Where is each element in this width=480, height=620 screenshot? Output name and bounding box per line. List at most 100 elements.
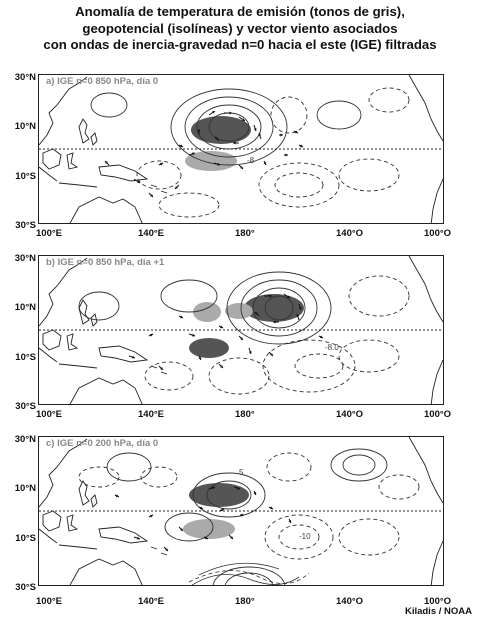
panel-c-lon-140e: 140°E — [138, 596, 164, 607]
panel-b-lon-100e: 100°E — [36, 409, 62, 420]
pb-solid-contour-4 — [160, 279, 218, 313]
pb-light-shade-n — [193, 302, 221, 322]
pc-dashed-contour-6 — [378, 474, 420, 500]
pc-solid-contour-4 — [342, 454, 376, 476]
panel-b-map: -8.0 — [38, 255, 444, 405]
pa-svg: -8 — [39, 75, 443, 223]
pc-dashed-contour-3 — [140, 466, 178, 488]
pc-wave-contour-1 — [188, 570, 310, 584]
pb-dashed-contour-2 — [348, 275, 410, 317]
pb-solid-contour-5 — [78, 291, 120, 321]
panel-c-lon-140w: 140°O — [336, 596, 364, 607]
pa-wind-vectors — [104, 110, 304, 198]
panel-c-lon-100e: 100°E — [36, 596, 62, 607]
pb-dark-shade — [244, 294, 304, 322]
title-line-3: con ondas de inercia-gravedad n=0 hacia … — [43, 37, 437, 52]
pa-coastline — [39, 75, 443, 223]
pb-solid-contour-3 — [226, 271, 332, 345]
pa-solid-contour-2 — [184, 96, 274, 158]
pa-dashed-contour-0 — [270, 96, 308, 134]
pc-wave-contour-0 — [191, 574, 300, 585]
panel-c-lon-180: 180° — [235, 596, 255, 607]
pb-coastline — [39, 256, 443, 404]
panel-c-lat-10n: 10°N — [14, 483, 36, 494]
panel-c-map: -10 5 — [38, 436, 444, 586]
pc-solid-contour-5 — [106, 452, 152, 482]
panel-c-lon-100w: 100°O — [424, 596, 452, 607]
pa-dashed-contour-5 — [158, 192, 220, 218]
panel-b-label: b) IGE n=0 850 hPa, día +1 — [46, 257, 165, 268]
pc-solid-contour-2 — [164, 512, 214, 542]
pc-dashed-contour-1 — [278, 524, 320, 550]
pb-dashed-contour-0 — [262, 339, 356, 393]
panel-a-map: -8 — [38, 74, 444, 224]
pa-dashed-contour-1 — [258, 162, 340, 208]
pc-solid-contour-3 — [330, 448, 388, 482]
pb-dashed-contour-1 — [208, 357, 270, 395]
pb-contour-value: -8.0 — [325, 343, 339, 352]
pc-contour-value: -10 — [299, 532, 311, 541]
pc-solid-contour-7 — [224, 572, 274, 585]
pb-dark-shade-s — [189, 338, 229, 358]
image-credit: Kiladis / NOAA — [404, 606, 472, 617]
panel-b-lat-30s: 30°S — [15, 401, 36, 412]
figure-title: Anomalía de temperatura de emisión (tono… — [0, 4, 480, 54]
panel-a-lon-140w: 140°O — [336, 228, 364, 239]
panel-c-lat-10s: 10°S — [15, 533, 36, 544]
panel-a-lon-140e: 140°E — [138, 228, 164, 239]
pb-solid-contour-2 — [240, 279, 318, 337]
pc-dashed-contour-0 — [264, 514, 334, 560]
panel-b-lat-30n: 30°N — [14, 253, 36, 264]
title-line-1: Anomalía de temperatura de emisión (tono… — [75, 4, 405, 19]
panel-c-label: c) IGE n=0 200 hPa, día 0 — [46, 438, 159, 449]
pb-dashed-contour-3 — [338, 339, 400, 373]
panel-a-lat-30s: 30°S — [15, 220, 36, 231]
pa-dashed-contour-4 — [368, 87, 410, 113]
pc-light-shade — [183, 519, 235, 539]
pc-solid-contour-1 — [192, 472, 266, 518]
pa-dashed-contour-3 — [338, 158, 400, 192]
panel-a-lat-10n: 10°N — [14, 121, 36, 132]
pa-solid-contour-3 — [170, 88, 288, 166]
pa-light-shade — [185, 151, 237, 171]
panel-b-lat-10s: 10°S — [15, 352, 36, 363]
panel-b-lon-180: 180° — [235, 409, 255, 420]
panel-a-lat-30n: 30°N — [14, 72, 36, 83]
pb-solid-contour-0 — [264, 295, 294, 321]
pa-dashed-contour-2 — [136, 160, 182, 190]
panel-a-lon-100e: 100°E — [36, 228, 62, 239]
panel-b-lon-100w: 100°O — [424, 409, 452, 420]
pc-contour-value: 5 — [239, 468, 244, 477]
panel-c-lat-30s: 30°S — [15, 582, 36, 593]
pa-dashed-contour-6 — [274, 172, 324, 198]
pc-wave-contour-2 — [198, 562, 280, 576]
pc-dashed-contour-4 — [78, 466, 120, 488]
panel-a-lat-10s: 10°S — [15, 171, 36, 182]
panel-b-lon-140w: 140°O — [336, 409, 364, 420]
pc-dashed-contour-2 — [338, 518, 400, 556]
pb-solid-contour-1 — [252, 287, 306, 329]
pb-dashed-contour-4 — [144, 361, 194, 391]
pb-wind-vectors — [128, 293, 324, 371]
pc-solid-contour-6 — [212, 566, 286, 585]
pc-dark-shade — [189, 483, 249, 507]
panel-c-lat-30n: 30°N — [14, 434, 36, 445]
pa-solid-contour-5 — [316, 100, 362, 130]
pc-solid-contour-0 — [206, 480, 252, 510]
panel-a-lon-100w: 100°O — [424, 228, 452, 239]
panel-a-lon-180: 180° — [235, 228, 255, 239]
panel-b-lat-10n: 10°N — [14, 302, 36, 313]
pc-svg: -10 5 — [39, 437, 443, 585]
pa-contour-value: -8 — [247, 156, 255, 165]
pa-solid-contour-4 — [90, 92, 128, 118]
pc-dashed-contour-5 — [266, 452, 312, 482]
panel-a-label: a) IGE n=0 850 hPa, día 0 — [46, 76, 159, 87]
pb-light-shade-c — [225, 303, 253, 319]
pa-dark-shade — [191, 116, 251, 144]
panel-b-lon-140e: 140°E — [138, 409, 164, 420]
pb-dashed-contour-5 — [294, 353, 344, 379]
pb-svg: -8.0 — [39, 256, 443, 404]
pc-wind-vectors — [114, 486, 292, 552]
title-line-2: geopotencial (isolíneas) y vector viento… — [82, 20, 398, 36]
pc-coastline — [39, 437, 443, 585]
